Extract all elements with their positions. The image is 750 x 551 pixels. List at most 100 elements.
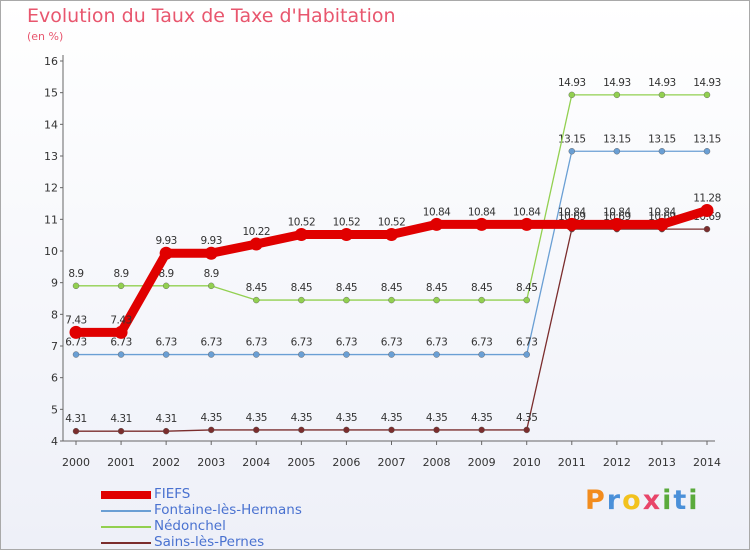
data-label: 6.73	[291, 337, 312, 349]
data-point	[162, 282, 170, 290]
data-label: 10.84	[423, 206, 451, 218]
series-fiefs: 7.43 7.43 9.93 9.93 10.22 10.52 10.52 10.52 10.8…	[65, 192, 721, 339]
data-point	[478, 426, 485, 434]
data-label: 8.9	[68, 268, 83, 280]
legend-label: FIEFS	[154, 486, 191, 502]
x-tick-label: 2008	[423, 456, 451, 469]
data-point	[298, 296, 305, 304]
data-point	[610, 217, 624, 231]
legend-swatch	[101, 510, 151, 512]
data-label: 6.73	[110, 337, 131, 349]
data-point	[658, 148, 666, 155]
logo-letter: i	[662, 485, 674, 516]
data-point	[430, 217, 444, 231]
data-point	[253, 296, 260, 304]
data-label: 10.84	[558, 206, 586, 218]
data-point	[249, 237, 263, 251]
data-point	[343, 426, 350, 434]
data-point	[72, 282, 80, 290]
logo-letter: i	[688, 485, 700, 516]
data-label: 6.73	[201, 337, 222, 349]
y-tick-label: 5	[51, 403, 58, 416]
data-point	[703, 148, 711, 155]
data-point	[523, 351, 530, 358]
data-point	[117, 282, 125, 290]
data-point	[613, 91, 621, 99]
data-point	[655, 217, 669, 231]
data-point	[433, 426, 440, 434]
x-tick-label: 2007	[378, 456, 406, 469]
series-nedonchel: 8.9 8.9 8.9 8.9 8.45 8.45 8.45 8.45 8.45 8.45 8.45…	[68, 77, 721, 304]
data-label: 6.73	[471, 337, 492, 349]
data-label: 13.15	[693, 133, 721, 145]
logo-letter: P	[585, 485, 607, 516]
logo-letter: t	[673, 485, 689, 516]
data-point	[159, 246, 173, 260]
data-label: 14.93	[558, 77, 586, 89]
data-point	[568, 91, 575, 99]
data-label: 14.93	[603, 77, 631, 89]
data-label: 4.31	[65, 413, 86, 425]
legend-label: Sains-lès-Pernes	[154, 534, 265, 550]
x-tick-label: 2010	[513, 456, 541, 469]
data-point	[253, 426, 260, 434]
y-tick-label: 16	[44, 55, 58, 68]
data-label: 8.45	[426, 282, 447, 294]
data-point	[613, 148, 621, 155]
data-point	[388, 426, 395, 434]
data-point	[208, 351, 215, 358]
data-label: 13.15	[648, 133, 676, 145]
data-label: 6.73	[155, 337, 176, 349]
data-point	[703, 225, 711, 233]
data-label: 6.73	[516, 337, 537, 349]
legend-label: Nédonchel	[154, 518, 226, 534]
data-point	[72, 351, 80, 358]
logo-letter: o	[622, 485, 643, 516]
chart-subtitle: (en %)	[27, 30, 64, 43]
data-label: 4.31	[110, 413, 131, 425]
data-label: 4.31	[155, 413, 176, 425]
y-tick-label: 8	[51, 308, 58, 321]
data-label: 8.9	[159, 268, 174, 280]
data-point	[114, 325, 128, 339]
data-label: 4.35	[246, 412, 267, 424]
data-label: 9.93	[201, 235, 222, 247]
logo-letter: x	[642, 485, 663, 516]
logo-letter: r	[606, 485, 623, 516]
data-label: 13.15	[603, 133, 631, 145]
y-tick-label: 9	[51, 277, 58, 290]
data-point	[565, 217, 579, 231]
data-label: 11.28	[693, 192, 721, 204]
data-point	[343, 351, 350, 358]
y-tick-label: 6	[51, 372, 58, 385]
data-label: 10.84	[468, 206, 496, 218]
data-label: 8.45	[516, 282, 537, 294]
data-point	[523, 426, 530, 434]
legend-label: Fontaine-lès-Hermans	[154, 502, 302, 518]
data-label: 8.45	[336, 282, 357, 294]
data-point	[298, 426, 305, 434]
x-tick-label: 2005	[287, 456, 315, 469]
data-label: 4.35	[471, 412, 492, 424]
data-label: 4.35	[381, 412, 402, 424]
y-tick-label: 7	[51, 340, 58, 353]
proxiti-logo: Proxiti	[585, 485, 700, 516]
x-tick-label: 2014	[693, 456, 721, 469]
y-tick-label: 15	[44, 87, 58, 100]
y-tick-label: 10	[44, 245, 58, 258]
x-tick-label: 2012	[603, 456, 631, 469]
x-tick-label: 2009	[468, 456, 496, 469]
y-tick-label: 13	[44, 150, 58, 163]
data-label: 10.84	[513, 206, 541, 218]
data-label: 13.15	[558, 133, 586, 145]
data-label: 8.45	[246, 282, 267, 294]
data-label: 10.52	[333, 217, 361, 229]
data-point	[385, 228, 398, 242]
data-point	[162, 351, 170, 358]
data-label: 8.45	[291, 282, 312, 294]
data-point	[208, 426, 215, 434]
data-label: 10.84	[648, 206, 676, 218]
data-label: 8.45	[471, 282, 492, 294]
x-tick-label: 2011	[558, 456, 586, 469]
